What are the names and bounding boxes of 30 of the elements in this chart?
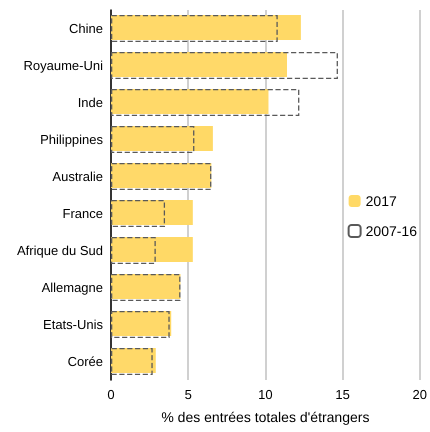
- bar: [111, 89, 300, 116]
- bar: [111, 126, 194, 153]
- y-tick-label: Etats-Unis: [43, 317, 104, 332]
- bar: [111, 52, 287, 77]
- y-tick-label: Chine: [69, 21, 103, 36]
- x-axis-title: % des entrées totales d'étrangers: [161, 409, 370, 425]
- y-tick-label: Allemagne: [42, 280, 103, 295]
- bar: [111, 15, 301, 40]
- bar: [111, 200, 193, 225]
- x-tick-label: 0: [107, 387, 115, 402]
- y-tick-label: Corée: [68, 354, 103, 369]
- legend-label: 2007-16: [366, 223, 418, 239]
- legend-label: 2017: [366, 193, 397, 209]
- x-tick-label: 10: [258, 387, 273, 402]
- bar: [111, 15, 278, 42]
- y-tick-label: Royaume-Uni: [24, 58, 104, 73]
- bar: [111, 52, 338, 79]
- bar: [111, 89, 268, 114]
- y-tick-label: Philippines: [40, 132, 104, 147]
- bar: [111, 126, 213, 151]
- bar: [111, 237, 156, 264]
- x-tick-label: 15: [335, 387, 350, 402]
- bar: [111, 200, 166, 227]
- y-tick-label: France: [62, 206, 103, 221]
- y-tick-label: Afrique du Sud: [16, 243, 103, 258]
- bar: [111, 237, 193, 262]
- x-tick-label: 5: [184, 387, 192, 402]
- y-tick-label: Australie: [52, 169, 103, 184]
- y-tick-label: Inde: [78, 95, 103, 110]
- x-tick-label: 20: [412, 387, 428, 402]
